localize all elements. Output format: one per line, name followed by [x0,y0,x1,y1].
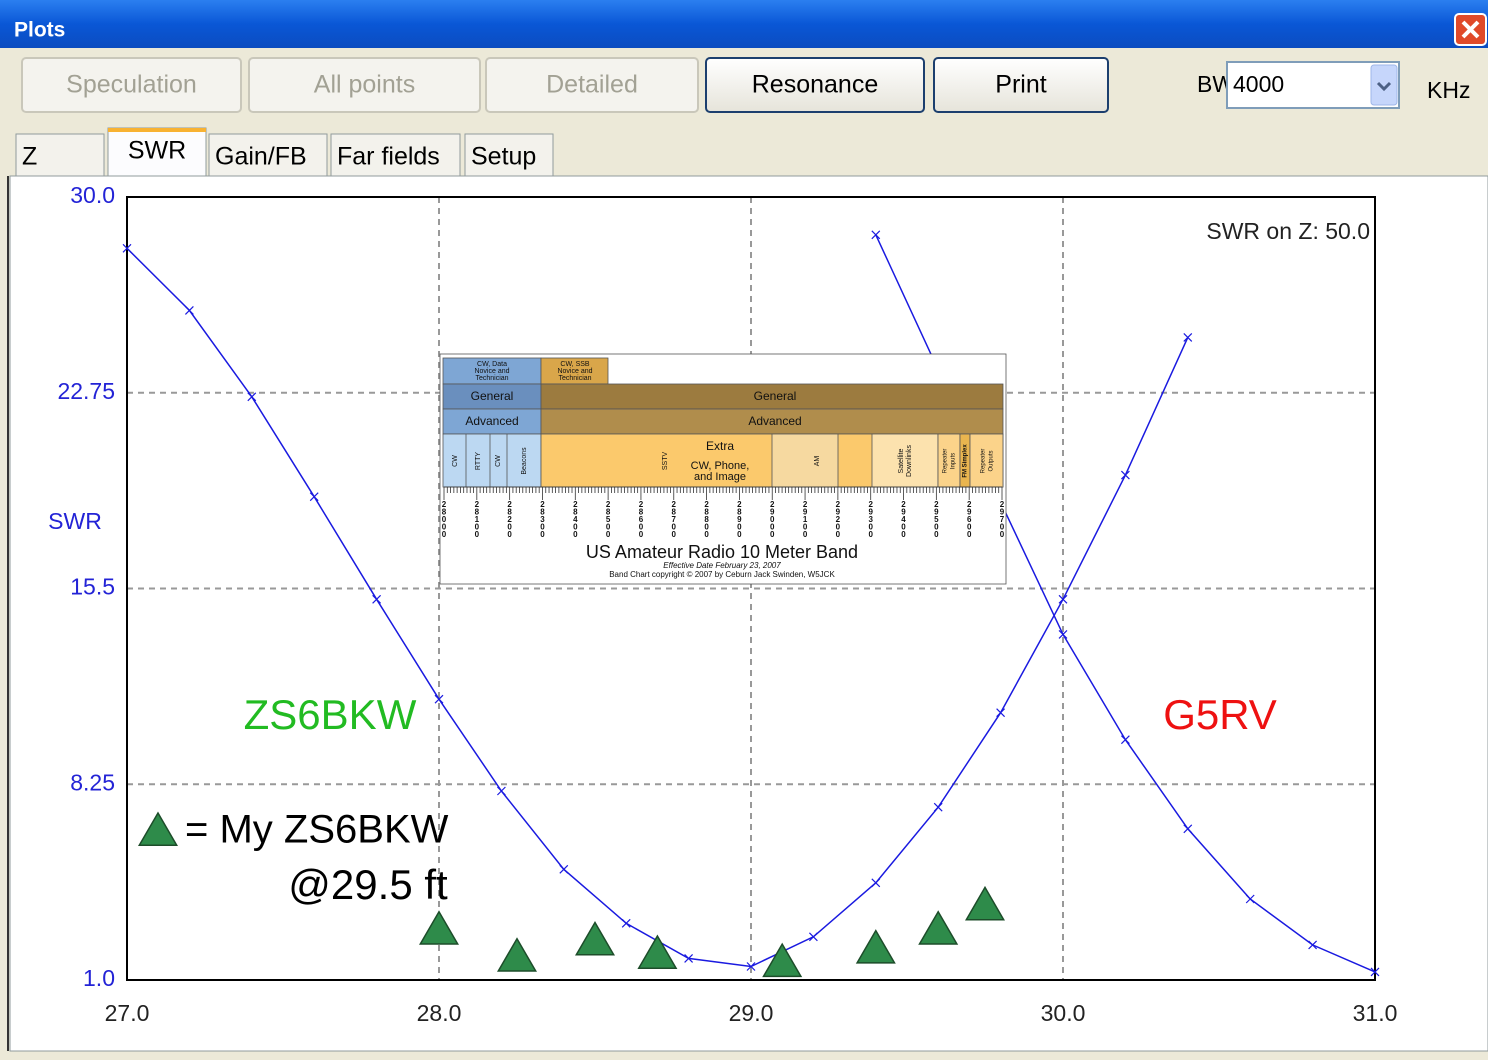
title-bar [0,0,1488,48]
band-text: Satellite [898,448,905,473]
band-text: Advanced [465,414,518,428]
close-button[interactable] [1455,14,1486,45]
band-text: Beacons [521,447,528,475]
tab-label: SWR [128,137,186,165]
legend-label: = My ZS6BKW [185,808,449,852]
band-text: Novice and [557,368,592,375]
tab-label: Far fields [337,143,440,171]
band-chart-date: Effective Date February 23, 2007 [663,561,781,570]
y-tick-label: 8.25 [70,769,115,795]
band-text: Extra [706,439,734,453]
x-tick-label: 31.0 [1353,1000,1398,1026]
y-tick-label: 22.75 [57,378,115,404]
frequency-label: 29300 [868,500,873,539]
band-text: FM Simplex [963,444,969,478]
band-text: Technician [558,375,591,382]
band-chart-copyright: Band Chart copyright © 2007 by Ceburn Ja… [609,570,835,579]
y-tick-label: 1.0 [83,965,115,991]
button-label: Print [995,71,1046,99]
band-text: Technician [475,375,508,382]
button-label: Detailed [546,71,638,99]
band-text: CW [452,455,459,467]
note: SWR on Z: 50.0 [1206,218,1370,244]
tab-label: Z [22,143,37,171]
button-label: Speculation [66,71,197,99]
frequency-label: 28200 [507,500,512,539]
band-text: AM [814,456,821,467]
band-text: CW [495,455,502,467]
y-tick-label: 15.5 [70,574,115,600]
x-tick-label: 27.0 [105,1000,150,1026]
button-label: Resonance [752,71,878,99]
annotation: @29.5 ft [288,861,448,908]
band-text: and Image [694,471,746,483]
tab-label: Gain/FB [215,143,307,171]
band-text: CW, SSB [560,361,590,368]
band-text: Novice and [474,368,509,375]
window-title: Plots [14,19,65,42]
band-chart-image: CW, Data Novice and Technician CW, SSB N… [440,354,1006,584]
am-block [772,434,838,487]
band-text: Repeater [981,449,987,474]
tab-highlight [108,128,206,132]
band-chart-title: US Amateur Radio 10 Meter Band [586,542,858,562]
bw-unit: KHz [1427,77,1470,103]
frequency-label: 28900 [737,500,742,539]
band-text: Outputs [989,450,995,471]
plot-panel [10,176,1488,1051]
band-text: RTTY [475,452,482,470]
band-text: CW, Data [477,361,507,368]
tab-label: Setup [471,143,536,171]
bw-value: 4000 [1233,71,1284,97]
band-text: Repeater [943,449,949,474]
band-text: General [754,389,797,403]
button-label: All points [314,71,415,99]
x-tick-label: 28.0 [417,1000,462,1026]
band-text: SSTV [662,452,669,471]
annotation: ZS6BKW [244,691,417,738]
frequency-label: 29600 [967,500,972,539]
plots-window: Plots Speculation All points Detailed Reson… [0,0,1488,1055]
y-axis-label: SWR [48,508,102,534]
y-tick-label: 30.0 [70,182,115,208]
band-text: Advanced [748,414,801,428]
page: Plots Speculation All points Detailed Reson… [0,0,1488,1055]
bw-dropdown[interactable] [1371,65,1397,105]
band-text: General [471,389,514,403]
band-text: Inputs [951,453,957,469]
band-text: Downlinks [906,445,913,477]
repeater-block [938,434,960,487]
annotation: G5RV [1163,691,1277,738]
x-tick-label: 29.0 [729,1000,774,1026]
x-tick-label: 30.0 [1041,1000,1086,1026]
